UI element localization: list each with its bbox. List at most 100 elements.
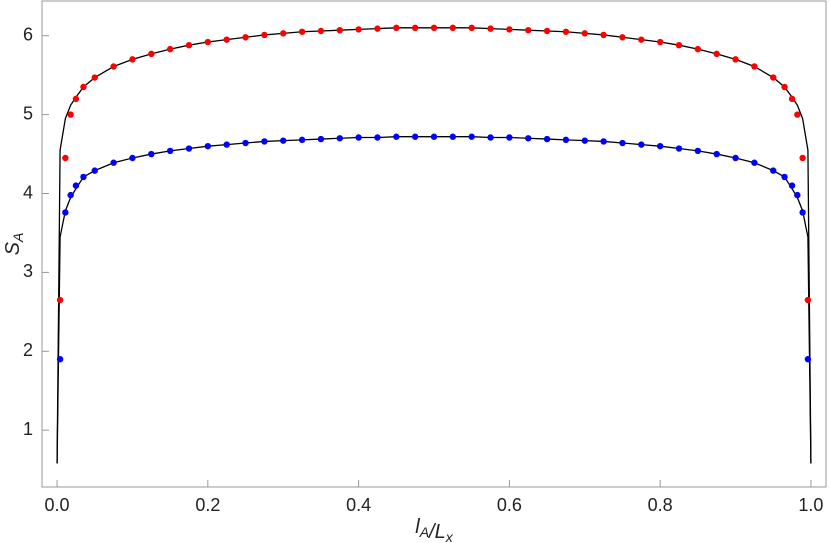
point bbox=[62, 154, 69, 162]
label-text: S bbox=[2, 241, 24, 255]
point bbox=[393, 24, 400, 32]
point bbox=[166, 45, 174, 53]
point bbox=[317, 27, 325, 35]
point bbox=[562, 28, 570, 35]
point bbox=[581, 137, 588, 144]
point bbox=[675, 145, 683, 152]
point bbox=[468, 24, 475, 32]
point bbox=[713, 150, 720, 158]
point bbox=[80, 83, 87, 91]
point bbox=[56, 355, 64, 363]
point bbox=[487, 25, 494, 32]
x-tick-label: 1.0 bbox=[798, 495, 823, 515]
y-tick-label: 4 bbox=[23, 182, 33, 202]
point bbox=[543, 27, 551, 35]
y-tick-label: 2 bbox=[23, 340, 33, 360]
point bbox=[751, 159, 758, 166]
point bbox=[242, 34, 249, 41]
y-tick-label: 6 bbox=[23, 24, 33, 44]
point bbox=[794, 111, 801, 118]
point bbox=[317, 135, 325, 143]
point bbox=[91, 167, 98, 174]
point bbox=[619, 34, 626, 41]
point bbox=[449, 133, 457, 140]
point bbox=[166, 147, 174, 155]
point bbox=[675, 41, 683, 49]
point bbox=[298, 136, 306, 144]
point bbox=[732, 154, 739, 162]
point bbox=[280, 137, 287, 144]
point bbox=[355, 26, 362, 33]
point bbox=[129, 56, 136, 63]
point bbox=[280, 30, 287, 37]
point bbox=[781, 83, 788, 91]
curve bbox=[56, 27, 812, 464]
x-tick-label: 0.0 bbox=[45, 495, 70, 515]
point bbox=[185, 145, 193, 152]
label-subscript: A bbox=[419, 524, 429, 540]
point bbox=[794, 191, 801, 199]
point bbox=[242, 139, 249, 147]
point bbox=[713, 50, 720, 58]
point bbox=[694, 45, 702, 53]
point bbox=[788, 95, 796, 103]
point bbox=[393, 133, 400, 140]
label-text: /L bbox=[427, 521, 446, 543]
point bbox=[770, 167, 777, 174]
point bbox=[80, 173, 87, 181]
point bbox=[487, 134, 494, 141]
point bbox=[374, 134, 381, 141]
point bbox=[732, 56, 739, 63]
point bbox=[91, 74, 98, 81]
y-axis-label: SA bbox=[2, 233, 25, 256]
point bbox=[788, 182, 796, 189]
y-tick-label: 5 bbox=[23, 103, 33, 123]
point bbox=[804, 296, 812, 304]
point bbox=[781, 173, 788, 181]
label-subscript: x bbox=[445, 529, 454, 543]
point bbox=[411, 24, 419, 32]
point bbox=[110, 159, 117, 166]
y-tick-label: 3 bbox=[23, 261, 33, 281]
point bbox=[67, 191, 74, 199]
point bbox=[525, 135, 532, 142]
point bbox=[204, 38, 212, 46]
point bbox=[804, 355, 812, 363]
point bbox=[506, 134, 513, 141]
point bbox=[468, 133, 475, 140]
point bbox=[656, 142, 664, 150]
point bbox=[581, 30, 588, 37]
point bbox=[374, 25, 381, 32]
point bbox=[72, 95, 80, 103]
point bbox=[72, 182, 80, 189]
plot-frame bbox=[41, 0, 827, 488]
point bbox=[562, 136, 570, 144]
point bbox=[506, 26, 513, 33]
point bbox=[600, 31, 607, 39]
x-axis-label: lA/Lx bbox=[415, 516, 453, 543]
point bbox=[656, 38, 664, 46]
point bbox=[355, 134, 362, 141]
point bbox=[110, 63, 117, 70]
point bbox=[298, 28, 306, 35]
point bbox=[525, 26, 532, 34]
point bbox=[751, 63, 758, 70]
point bbox=[56, 296, 64, 304]
point bbox=[185, 41, 193, 49]
point bbox=[261, 138, 268, 145]
curve bbox=[56, 136, 812, 464]
point bbox=[770, 74, 777, 81]
point bbox=[336, 26, 343, 34]
point bbox=[204, 142, 212, 150]
label-text: l bbox=[415, 516, 420, 538]
point bbox=[411, 133, 419, 140]
point bbox=[430, 133, 438, 140]
label-subscript: A bbox=[10, 233, 26, 243]
point bbox=[261, 31, 268, 39]
y-tick-label: 1 bbox=[23, 419, 33, 439]
x-tick-label: 0.4 bbox=[346, 495, 371, 515]
x-tick-label: 0.6 bbox=[497, 495, 522, 515]
point bbox=[449, 24, 457, 32]
